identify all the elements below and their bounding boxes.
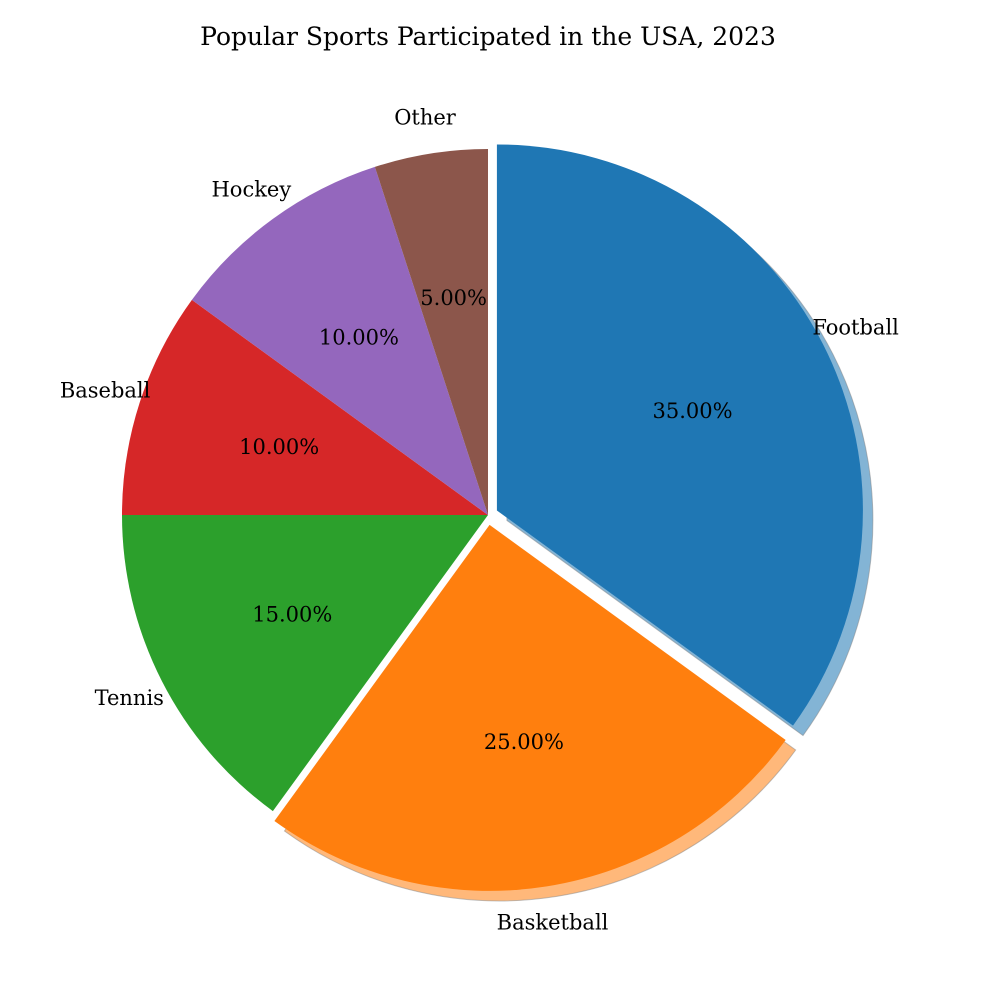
slice-football — [496, 144, 863, 726]
slice-baseball — [122, 299, 488, 515]
slice-other — [374, 149, 488, 515]
slice-value-baseball: 10.00% — [239, 435, 319, 459]
slice-label-football: Football — [812, 316, 899, 340]
slice-label-baseball: Baseball — [60, 379, 151, 403]
slice-basketball — [274, 524, 786, 891]
slice-tennis — [121, 515, 488, 812]
slice-value-basketball: 25.00% — [484, 730, 564, 754]
slice-value-football: 35.00% — [653, 399, 733, 423]
slice-value-tennis: 15.00% — [252, 603, 332, 627]
slice-value-other: 5.00% — [420, 286, 487, 310]
slice-value-hockey: 10.00% — [319, 325, 399, 349]
pie-label-layer: Football 35.00% Basketball 25.00% Tennis 15.0… — [60, 105, 899, 934]
slice-label-hockey: Hockey — [211, 177, 291, 201]
slice-label-other: Other — [394, 105, 457, 129]
pie-slice-layer — [121, 144, 863, 891]
slice-label-basketball: Basketball — [497, 911, 609, 935]
chart-title: Popular Sports Participated in the USA, … — [200, 22, 776, 51]
slice-hockey — [191, 166, 488, 515]
slice-label-tennis: Tennis — [95, 686, 164, 710]
